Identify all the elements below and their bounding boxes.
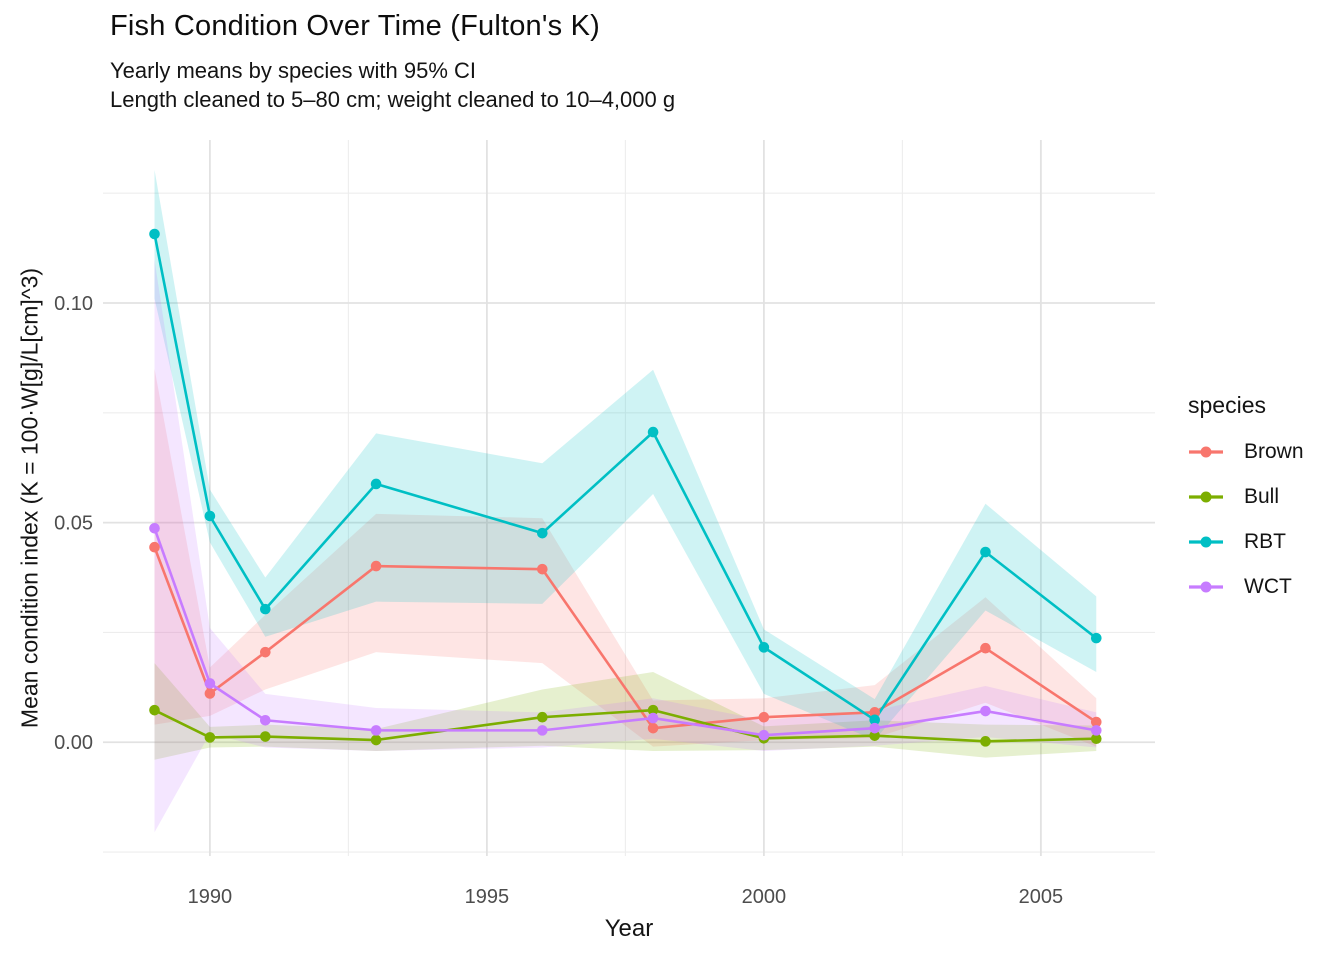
point-bull-1996: [537, 711, 548, 723]
point-wct-2006: [1090, 725, 1102, 736]
point-rbt-1996: [537, 527, 548, 539]
line-bull: [153, 708, 1098, 743]
point-brown-1993: [370, 560, 382, 572]
line-rbt: [153, 232, 1098, 722]
legend-item-label: RBT: [1244, 530, 1286, 553]
legend-key-icon: [1189, 491, 1223, 503]
x-tick-label: 2000: [742, 886, 787, 908]
legend-item-label: Bull: [1244, 485, 1280, 508]
x-tick-label: 1990: [188, 886, 233, 908]
point-wct-1998: [647, 712, 659, 724]
legend-point-icon: [1200, 536, 1212, 548]
legend-key-icon: [1189, 581, 1223, 593]
point-brown-2004: [980, 642, 991, 654]
point-bull-2004: [980, 736, 991, 747]
point-brown-2000: [758, 711, 770, 723]
point-rbt-2002: [869, 714, 880, 726]
point-brown-1990: [204, 688, 216, 699]
x-tick-label: 2005: [1019, 886, 1064, 908]
point-bull-2002: [869, 730, 880, 741]
point-bull-1993: [370, 734, 382, 746]
point-rbt-2004: [980, 546, 991, 558]
ribbon-rbt: [154, 169, 1097, 741]
ribbon-wct: [154, 259, 1097, 833]
legend-title: species: [1188, 392, 1266, 418]
legend-key-icon: [1189, 536, 1223, 548]
point-wct-1996: [537, 725, 548, 736]
point-brown-1996: [537, 563, 548, 575]
x-tick-label: 1995: [465, 886, 510, 908]
x-axis-title: Year: [604, 915, 654, 942]
point-rbt-2000: [758, 642, 770, 653]
point-brown-1989: [149, 541, 160, 553]
line-wct: [153, 527, 1098, 737]
line-brown: [153, 545, 1098, 730]
point-brown-1991: [260, 646, 271, 658]
legend-item-rbt: RBT: [1188, 530, 1304, 553]
point-rbt-2006: [1090, 632, 1102, 644]
point-brown-2006: [1090, 716, 1102, 728]
point-bull-1998: [647, 704, 659, 716]
point-wct-2004: [980, 705, 991, 717]
point-wct-1989: [149, 523, 160, 534]
point-rbt-1991: [260, 603, 271, 615]
chart-title: Fish Condition Over Time (Fulton's K): [110, 10, 600, 42]
legend-item-wct: WCT: [1188, 575, 1304, 598]
legend-item-brown: Brown: [1188, 440, 1304, 463]
legend-point-icon: [1200, 491, 1212, 503]
point-brown-2002: [869, 707, 880, 718]
legend-item-bull: Bull: [1188, 485, 1304, 508]
legend-item-label: WCT: [1244, 575, 1292, 598]
ribbon-brown: [154, 368, 1097, 747]
point-bull-1991: [260, 731, 271, 742]
legend-point-icon: [1200, 581, 1212, 593]
point-wct-2002: [869, 722, 880, 734]
point-rbt-1998: [647, 426, 659, 438]
point-rbt-1989: [149, 228, 160, 240]
y-tick-label: 0.10: [54, 293, 93, 315]
point-bull-1989: [149, 704, 160, 716]
point-wct-1990: [204, 678, 216, 689]
y-tick-label: 0.00: [54, 732, 93, 754]
chart-subtitle-line-1: Yearly means by species with 95% CI: [110, 58, 477, 83]
point-rbt-1993: [370, 478, 382, 490]
legend-point-icon: [1200, 446, 1212, 458]
point-wct-2000: [758, 729, 770, 741]
point-bull-1990: [204, 732, 216, 743]
point-wct-1991: [260, 714, 271, 726]
point-bull-2006: [1090, 733, 1102, 745]
legend-item-label: Brown: [1244, 440, 1304, 463]
point-rbt-1990: [204, 510, 216, 522]
legend: species Brown Bull RBT WCT: [1188, 392, 1304, 598]
legend-key-icon: [1189, 446, 1223, 458]
point-wct-1993: [370, 725, 382, 736]
y-tick-label: 0.05: [54, 513, 93, 535]
chart-subtitle-line-2: Length cleaned to 5–80 cm; weight cleane…: [110, 87, 676, 112]
point-brown-1998: [647, 722, 659, 734]
